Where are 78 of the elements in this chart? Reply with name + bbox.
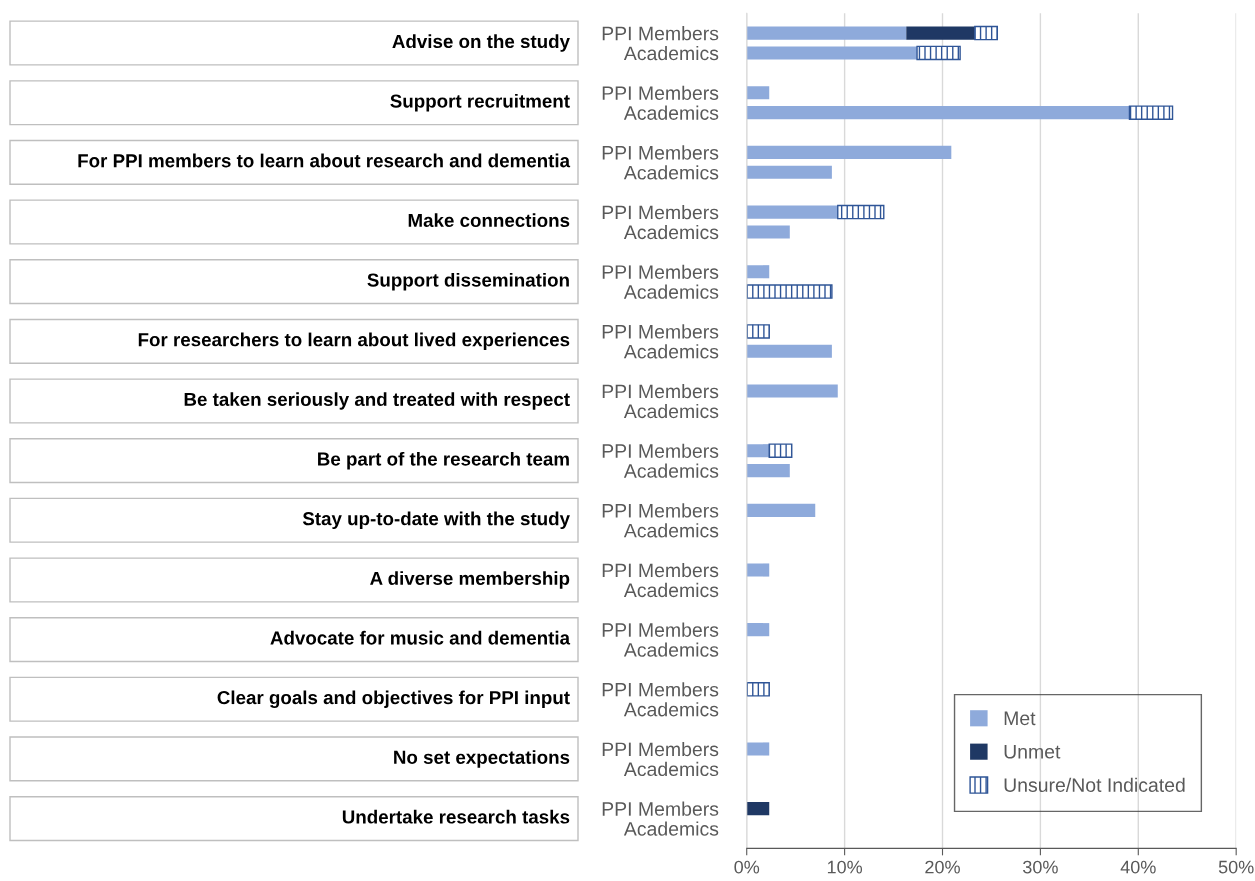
text: Be part of the research team <box>318 451 569 470</box>
text: Undertake research tasks <box>342 809 570 824</box>
bar <box>746 165 832 179</box>
bar <box>746 444 770 458</box>
bar <box>746 265 770 279</box>
y-tick-label: Academics <box>623 105 719 120</box>
bar <box>906 26 975 40</box>
y-tick-label: PPI Members <box>602 741 719 757</box>
y-tick-label: Academics <box>623 821 719 836</box>
bar <box>746 802 770 816</box>
y-tick-label: Academics <box>623 582 719 598</box>
text: Support recruitment <box>390 93 570 112</box>
bar <box>837 204 885 220</box>
y-tick-label: PPI Members <box>602 264 719 279</box>
y-tick-label: Academics <box>623 284 719 299</box>
text: Advise on the study <box>392 34 570 52</box>
bar <box>746 145 952 159</box>
bar <box>916 45 961 61</box>
text: Make connections <box>408 213 570 228</box>
bar <box>768 443 793 458</box>
bar <box>746 46 918 60</box>
y-tick-label: PPI Members <box>602 562 719 578</box>
y-tick-label: PPI Members <box>602 622 719 637</box>
y-tick-label: PPI Members <box>602 682 719 697</box>
bar <box>746 225 790 239</box>
bar <box>746 324 770 339</box>
y-tick-label: Academics <box>623 702 719 717</box>
text: For PPI members to learn about research and dementia <box>78 153 571 168</box>
y-tick-label: Academics <box>623 45 719 61</box>
bar <box>746 742 770 756</box>
x-tick-label: 50% <box>1218 860 1254 874</box>
y-tick-label: Academics <box>623 403 719 419</box>
bar <box>746 284 833 299</box>
y-tick-label: Academics <box>623 224 719 240</box>
legend-label: Met <box>1004 711 1036 726</box>
x-tick-label: 30% <box>1023 860 1058 874</box>
bar <box>746 384 838 398</box>
text: Be taken seriously and treated with respect <box>184 392 570 410</box>
y-tick-label: PPI Members <box>602 205 719 220</box>
x-tick-label: 0% <box>734 860 760 874</box>
bar <box>746 344 832 358</box>
x-tick-label: 40% <box>1120 860 1156 874</box>
y-tick-label: Academics <box>623 761 719 777</box>
legend-label: Unmet <box>1004 745 1061 759</box>
text: Clear goals and objectives for PPI input <box>217 690 570 709</box>
y-tick-label: PPI Members <box>602 443 719 458</box>
bar <box>746 26 907 40</box>
text: Support dissemination <box>367 272 569 291</box>
y-tick-label: PPI Members <box>602 801 719 816</box>
text: Stay up-to-date with the study <box>302 511 570 530</box>
y-tick-label: Academics <box>623 344 719 359</box>
bar <box>746 464 790 478</box>
y-tick-label: PPI Members <box>602 26 719 41</box>
bar <box>746 682 770 697</box>
y-tick-label: PPI Members <box>602 145 719 160</box>
text: A diverse membership <box>370 571 570 589</box>
text: For researchers to learn about lived experiences <box>138 332 570 351</box>
y-tick-label: PPI Members <box>602 383 719 399</box>
x-tick-label: 20% <box>925 860 960 874</box>
bar <box>746 623 770 637</box>
y-tick-label: Academics <box>623 165 719 180</box>
bar <box>974 25 999 41</box>
bar <box>1128 105 1174 120</box>
bar <box>746 503 816 517</box>
bar <box>746 205 838 219</box>
y-tick-label: PPI Members <box>602 503 719 518</box>
x-tick-label: 10% <box>827 860 863 874</box>
text: Advocate for music and dementia <box>270 630 571 645</box>
bar <box>746 86 770 100</box>
y-tick-label: Academics <box>623 642 719 657</box>
bar <box>746 106 1130 120</box>
bar <box>746 563 770 577</box>
y-tick-label: Academics <box>623 463 719 478</box>
y-tick-label: PPI Members <box>602 85 719 100</box>
legend-label: Unsure/Not Indicated <box>1004 777 1185 792</box>
text: No set expectations <box>394 750 570 768</box>
y-tick-label: Academics <box>623 523 719 538</box>
y-tick-label: PPI Members <box>602 324 719 339</box>
